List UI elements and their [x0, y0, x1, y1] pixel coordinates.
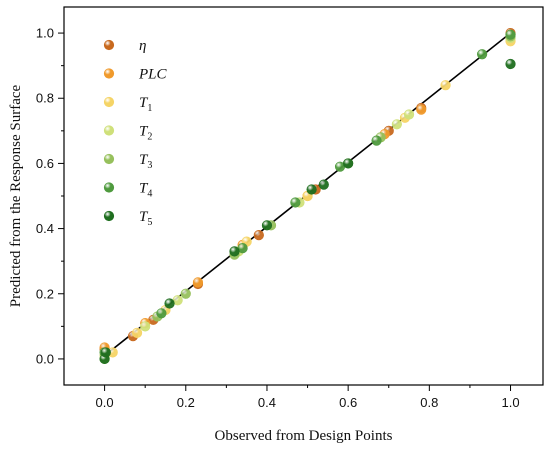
legend-label-base: T [139, 181, 149, 197]
y-tick-label: 0.8 [36, 91, 54, 106]
legend-marker [103, 96, 115, 108]
x-axis-title: Observed from Design Points [215, 428, 393, 444]
legend-marker [103, 39, 115, 51]
legend-label: T2 [139, 124, 152, 143]
legend-label: T1 [139, 95, 152, 114]
legend-label: T5 [139, 209, 152, 228]
x-tick-label: 0.8 [420, 395, 438, 410]
legend-label-base: T [139, 209, 149, 225]
data-point [180, 288, 191, 299]
y-tick-label: 0.6 [36, 156, 54, 171]
data-point [192, 277, 204, 288]
legend-marker [103, 125, 115, 136]
legend-label: T4 [139, 181, 152, 200]
legend-label-base: T [139, 152, 149, 168]
data-point [371, 135, 382, 146]
legend-marker [103, 68, 115, 79]
legend-label: η [139, 38, 146, 54]
data-point [318, 179, 329, 190]
data-point [391, 119, 402, 130]
data-point [505, 29, 516, 40]
legend-marker [103, 153, 115, 165]
series-t1-points [107, 36, 516, 358]
y-tick-label: 0.0 [36, 351, 54, 366]
legend-label-base: T [139, 124, 149, 140]
legend-label-base: PLC [138, 67, 168, 83]
x-tick-label: 0.0 [96, 395, 114, 410]
x-tick-label: 0.2 [177, 395, 195, 410]
y-axis-title: Predicted from the Response Surface [8, 84, 24, 307]
legend-label-base: η [139, 38, 146, 54]
data-point [343, 158, 354, 169]
legend-label-subscript: 2 [147, 132, 152, 143]
legend-label: PLC [138, 67, 168, 83]
legend-label-subscript: 4 [147, 189, 152, 200]
data-point [131, 327, 143, 338]
data-point [403, 109, 415, 120]
legend-label-base: T [139, 95, 149, 111]
data-point [140, 321, 151, 332]
data-point [261, 220, 273, 231]
data-point [477, 49, 488, 60]
legend-marker [103, 182, 115, 193]
data-point [306, 184, 317, 195]
data-point [164, 298, 175, 309]
x-tick-label: 0.4 [258, 395, 276, 410]
data-point [156, 308, 167, 319]
x-tick-label: 0.6 [339, 395, 357, 410]
x-tick-label: 1.0 [501, 395, 519, 410]
legend-label: T3 [139, 152, 152, 171]
series-t5-points [99, 58, 516, 365]
data-point [440, 80, 451, 91]
data-point [416, 104, 427, 115]
data-point [253, 230, 264, 241]
data-point [505, 58, 516, 70]
y-tick-label: 0.2 [36, 286, 54, 301]
data-point [100, 347, 111, 358]
y-tick-label: 1.0 [36, 26, 54, 41]
legend-label-subscript: 3 [147, 160, 152, 171]
legend-marker [103, 210, 115, 222]
data-point [290, 197, 301, 208]
data-point [229, 246, 240, 257]
legend-label-subscript: 1 [147, 103, 152, 114]
legend-label-subscript: 5 [147, 217, 152, 228]
y-tick-label: 0.4 [36, 221, 54, 236]
